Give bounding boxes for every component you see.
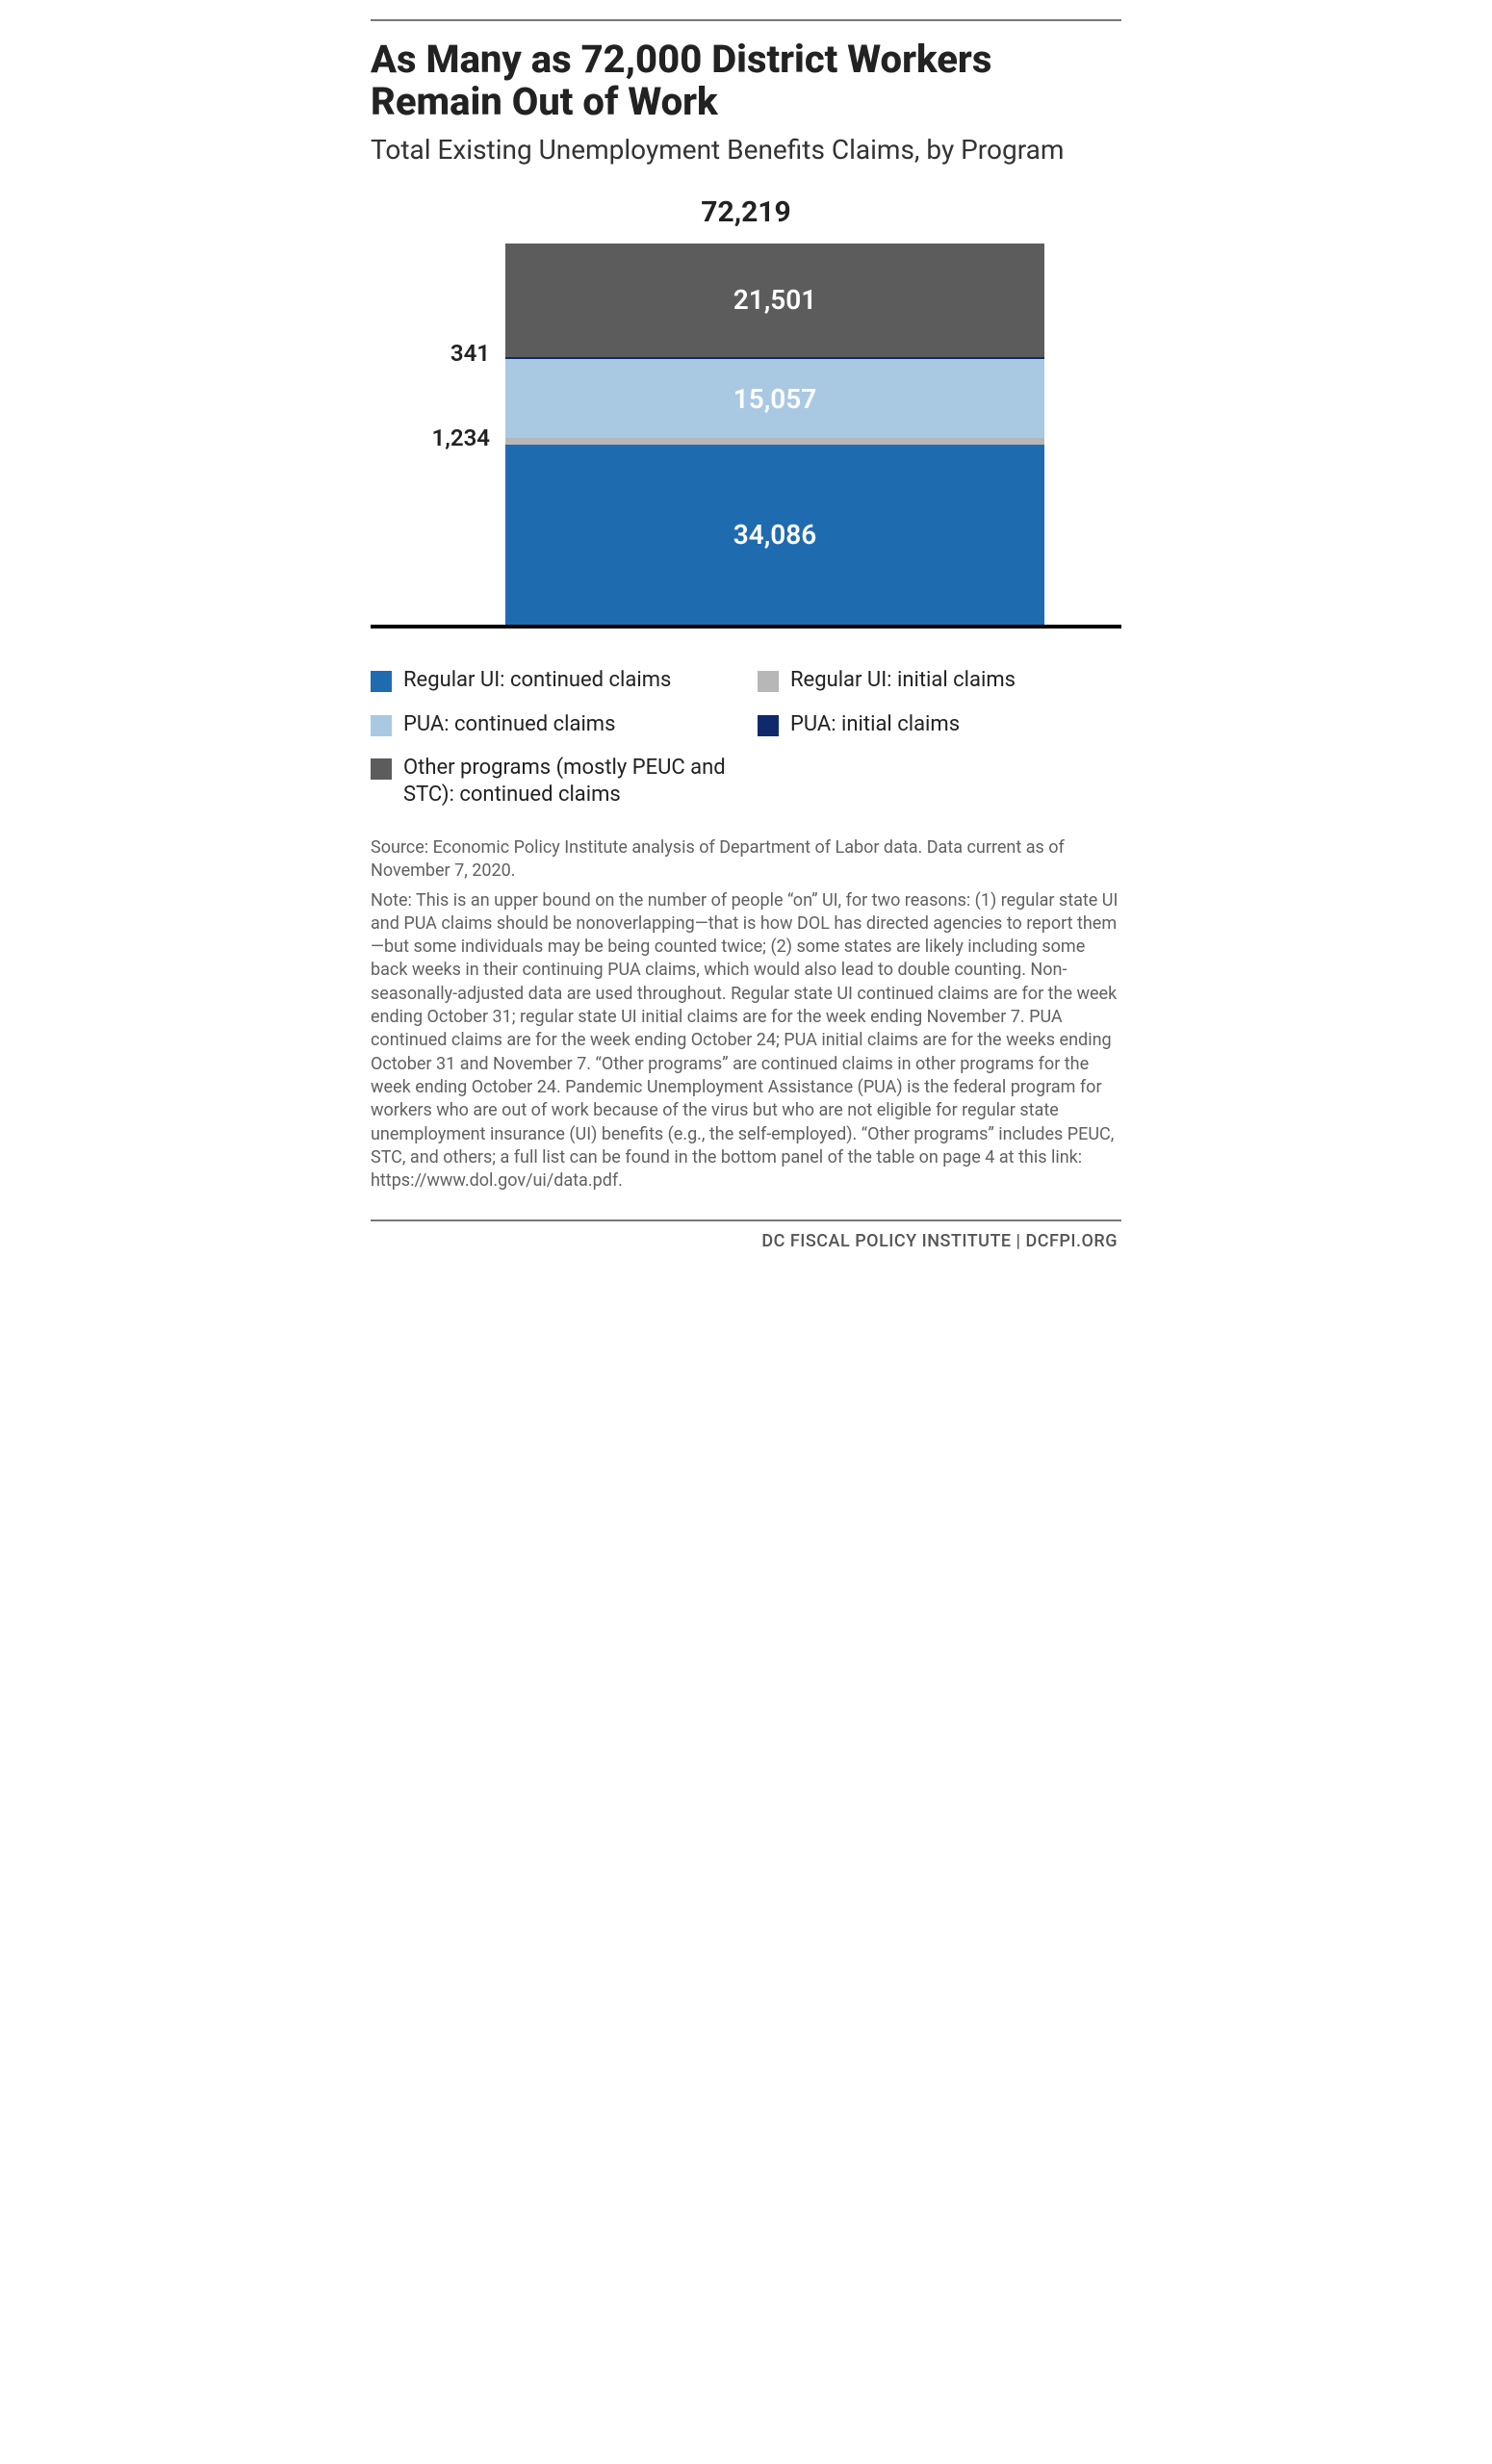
legend-swatch: [371, 715, 392, 736]
source-text: Source: Economic Policy Institute analys…: [371, 836, 1121, 884]
legend: Regular UI: continued claims Regular UI: …: [371, 667, 1121, 808]
legend-label: PUA: initial claims: [790, 711, 960, 738]
chart-wrap: 72,219 34,086 15,057 21,501 1,234 341: [371, 195, 1121, 629]
notes: Source: Economic Policy Institute analys…: [371, 836, 1121, 1193]
legend-swatch: [371, 758, 392, 780]
legend-swatch: [371, 671, 392, 692]
chart-area: 34,086 15,057 21,501 1,234 341: [371, 244, 1121, 629]
legend-label: Other programs (mostly PEUC and STC): co…: [403, 755, 734, 808]
segment-pua_continued: 15,057: [505, 359, 1044, 439]
segment-label: 15,057: [733, 383, 817, 415]
total-label: 72,219: [371, 195, 1121, 229]
chart-container: As Many as 72,000 District Workers Remai…: [332, 19, 1160, 1251]
bottom-rule: [371, 1219, 1121, 1221]
legend-swatch: [758, 671, 779, 692]
legend-label: Regular UI: initial claims: [790, 667, 1016, 694]
note-text: Note: This is an upper bound on the numb…: [371, 889, 1121, 1194]
legend-item-regular_ui_continued: Regular UI: continued claims: [371, 667, 734, 694]
segment-other_programs: 21,501: [505, 244, 1044, 357]
legend-swatch: [758, 715, 779, 736]
segment-regular_ui_continued: 34,086: [505, 445, 1044, 625]
segment-label: 34,086: [733, 519, 817, 551]
legend-item-pua_continued: PUA: continued claims: [371, 711, 734, 738]
legend-label: Regular UI: continued claims: [403, 667, 671, 694]
legend-label: PUA: continued claims: [403, 711, 615, 738]
footer-text: DC FISCAL POLICY INSTITUTE | DCFPI.ORG: [371, 1231, 1121, 1251]
legend-item-pua_initial: PUA: initial claims: [758, 711, 1121, 738]
legend-item-other_programs: Other programs (mostly PEUC and STC): co…: [371, 755, 734, 808]
segment-pua_initial: [505, 357, 1044, 359]
stacked-bar: 34,086 15,057 21,501: [505, 244, 1044, 625]
side-label-regular_ui_initial: 1,234: [371, 424, 490, 451]
chart-subtitle: Total Existing Unemployment Benefits Cla…: [371, 133, 1121, 167]
segment-regular_ui_initial: [505, 438, 1044, 445]
chart-title: As Many as 72,000 District Workers Remai…: [371, 38, 1121, 123]
side-label-pua_initial: 341: [371, 340, 490, 367]
legend-item-regular_ui_initial: Regular UI: initial claims: [758, 667, 1121, 694]
top-rule: [371, 19, 1121, 21]
segment-label: 21,501: [733, 284, 817, 316]
